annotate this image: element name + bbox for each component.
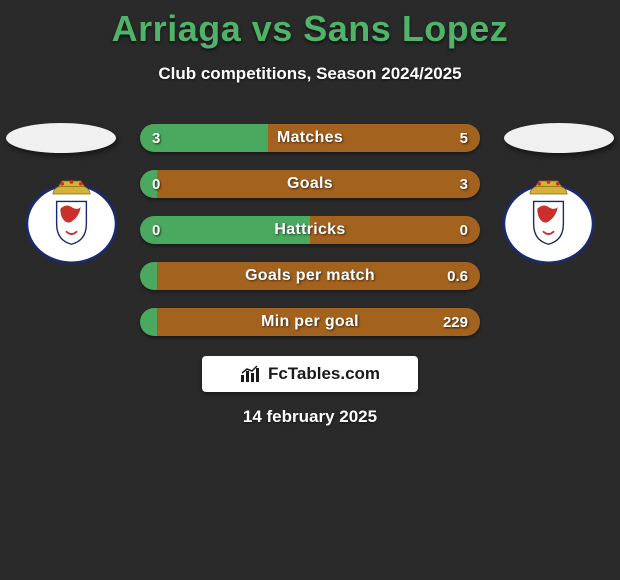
- stat-label: Min per goal: [140, 308, 480, 336]
- stat-row: Matches3 5: [140, 124, 480, 152]
- stat-row: Goals per match0.6: [140, 262, 480, 290]
- stat-value-right: 0.6: [447, 262, 468, 290]
- stat-value-left: 0: [152, 216, 160, 244]
- stat-value-right: 3: [460, 170, 468, 198]
- stat-label: Goals: [140, 170, 480, 198]
- stat-row: Hattricks0 0: [140, 216, 480, 244]
- stat-row: Min per goal229: [140, 308, 480, 336]
- player-right-avatar-placeholder: [504, 123, 614, 153]
- stat-value-right: 0: [460, 216, 468, 244]
- brand-text: FcTables.com: [268, 364, 380, 384]
- stat-value-left: 0: [152, 170, 160, 198]
- stat-label: Hattricks: [140, 216, 480, 244]
- comparison-card: Arriaga vs Sans Lopez Club competitions,…: [0, 0, 620, 84]
- stat-label: Goals per match: [140, 262, 480, 290]
- stat-row: Goals0 3: [140, 170, 480, 198]
- stat-label: Matches: [140, 124, 480, 152]
- stat-value-left: 3: [152, 124, 160, 152]
- club-badge-right: [502, 179, 595, 263]
- page-title: Arriaga vs Sans Lopez: [0, 0, 620, 50]
- stat-value-right: 5: [460, 124, 468, 152]
- stats-bars-container: Matches35Goals03Hattricks00Goals per mat…: [140, 124, 480, 354]
- brand-badge[interactable]: FcTables.com: [202, 356, 418, 392]
- bar-chart-icon: [240, 365, 262, 383]
- date-label: 14 february 2025: [0, 407, 620, 427]
- club-badge-left: [25, 179, 118, 263]
- player-left-avatar-placeholder: [6, 123, 116, 153]
- stat-value-right: 229: [443, 308, 468, 336]
- subtitle: Club competitions, Season 2024/2025: [0, 64, 620, 84]
